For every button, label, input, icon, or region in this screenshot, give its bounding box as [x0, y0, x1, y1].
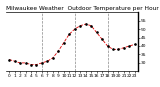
Text: Milwaukee Weather  Outdoor Temperature per Hour (Last 24 Hours): Milwaukee Weather Outdoor Temperature pe… — [6, 6, 160, 11]
